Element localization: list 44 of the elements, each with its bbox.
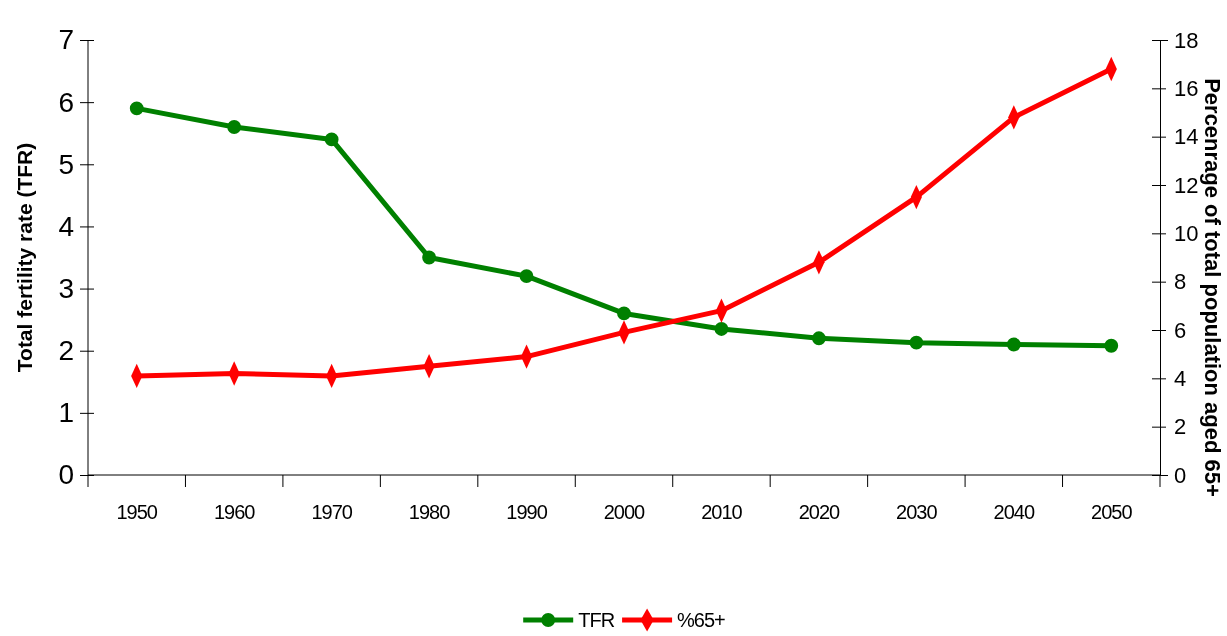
- y2-tick-label: 2: [1174, 414, 1187, 440]
- y2-tick-label: 18: [1174, 27, 1199, 53]
- y2-tick-label: 16: [1174, 75, 1199, 101]
- x-tick-label: 2040: [993, 501, 1035, 524]
- point: [422, 250, 436, 265]
- y2-tick-label: 0: [1174, 462, 1187, 488]
- point: [617, 306, 631, 321]
- y-tick-label: 2: [58, 335, 74, 367]
- y2-axis-title: Percenrage of total population aged 65+: [1200, 78, 1225, 497]
- y2-tick-label: 14: [1174, 124, 1199, 150]
- point: [812, 331, 826, 346]
- x-tick-label: 1970: [311, 501, 353, 524]
- y-tick-label: 3: [58, 273, 74, 305]
- x-tick-label: 2030: [896, 501, 938, 524]
- x-tick-label: 2000: [603, 501, 646, 524]
- y2-tick-label: 6: [1174, 317, 1187, 343]
- y-tick-label: 4: [58, 210, 74, 242]
- point: [909, 335, 924, 350]
- y-tick-label: 7: [58, 24, 74, 56]
- y2-tick-label: 12: [1174, 172, 1199, 198]
- point: [1104, 338, 1119, 353]
- x-tick-label: 2050: [1091, 501, 1133, 524]
- point: [324, 132, 339, 147]
- y2-tick-label: 8: [1174, 269, 1187, 295]
- y2-tick-label: 10: [1174, 220, 1199, 246]
- y-tick-label: 6: [58, 86, 74, 118]
- point: [1006, 337, 1021, 352]
- y2-tick-label: 4: [1174, 365, 1187, 391]
- point: [227, 120, 242, 134]
- x-tick-label: 1990: [506, 501, 548, 524]
- x-tick-label: 2010: [701, 501, 743, 524]
- y-tick-label: 0: [58, 459, 74, 491]
- legend-label: %65+: [677, 609, 726, 631]
- legend-label: TFR: [578, 609, 615, 631]
- point: [129, 101, 144, 116]
- x-tick-label: 1950: [116, 501, 158, 524]
- x-tick-label: 2020: [798, 501, 841, 524]
- x-tick-label: 1980: [408, 501, 451, 524]
- y-tick-label: 1: [58, 397, 74, 429]
- y-axis-title: Total fertility rate (TFR): [13, 142, 36, 373]
- y-tick-label: 5: [58, 148, 74, 180]
- point: [714, 322, 729, 336]
- point: [519, 269, 534, 284]
- x-tick-label: 1960: [213, 501, 256, 524]
